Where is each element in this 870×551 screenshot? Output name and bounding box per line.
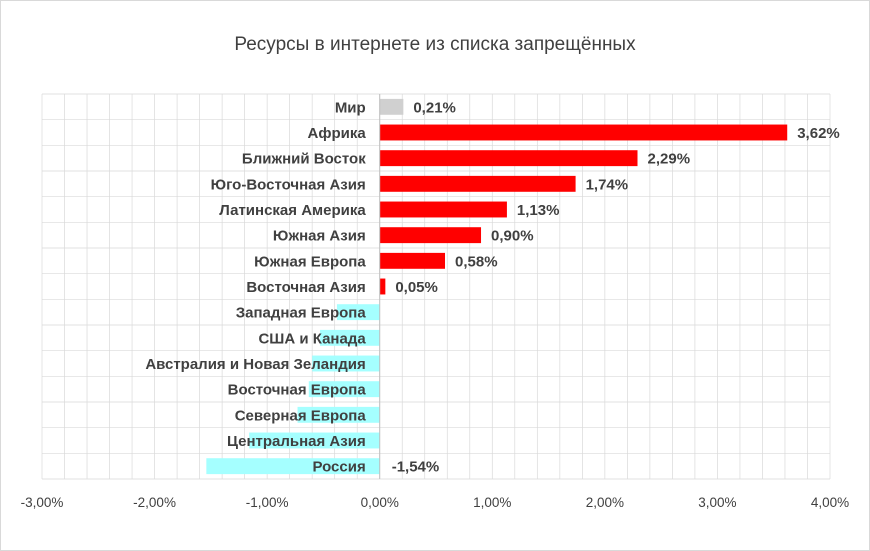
data-label: -1,54% (392, 459, 440, 476)
category-label: Восточная Азия (246, 279, 365, 296)
bar (312, 355, 380, 372)
bar (379, 124, 788, 141)
category-label: США и Канада (258, 330, 366, 347)
x-tick-label: 0,00% (361, 495, 399, 510)
category-label: Западная Европа (236, 305, 367, 322)
data-label: 3,62% (797, 125, 840, 142)
bar (379, 278, 386, 295)
bar (379, 201, 507, 218)
x-tick-label: 2,00% (586, 495, 624, 510)
category-label: Ближний Восток (242, 151, 366, 168)
data-label: 0,21% (413, 99, 456, 116)
x-tick-label: 4,00% (811, 495, 849, 510)
category-label: Юго-Восточная Азия (211, 176, 366, 193)
x-tick-label: 3,00% (698, 495, 736, 510)
bar (379, 98, 404, 115)
category-label: Латинская Америка (219, 202, 366, 219)
chart-title: Ресурсы в интернете из списка запрещённы… (234, 34, 636, 55)
bar (379, 150, 638, 167)
data-label: 1,13% (517, 202, 560, 219)
category-label: Северная Европа (235, 407, 367, 424)
data-label: 0,05% (395, 279, 438, 296)
category-label: Южная Азия (273, 228, 366, 245)
x-tick-label: -3,00% (21, 495, 64, 510)
bar (206, 458, 380, 475)
category-label: Австралия и Новая Зеландия (145, 356, 365, 373)
category-label: Россия (312, 459, 365, 476)
x-tick-label: -1,00% (246, 495, 289, 510)
data-label: 2,29% (648, 151, 691, 168)
category-label: Африка (308, 125, 367, 142)
data-label: 0,90% (491, 228, 534, 245)
bar (379, 252, 446, 269)
bar (249, 432, 380, 449)
category-label: Южная Европа (254, 253, 366, 270)
bar (336, 304, 380, 321)
bar (308, 381, 380, 398)
bar (379, 227, 482, 244)
bar (297, 406, 380, 423)
category-label: Мир (335, 99, 366, 116)
bar (320, 329, 380, 346)
bar (379, 175, 576, 192)
x-tick-label: -2,00% (133, 495, 176, 510)
data-label: 1,74% (586, 176, 629, 193)
category-label: Восточная Европа (228, 382, 367, 399)
x-tick-label: 1,00% (473, 495, 511, 510)
data-label: 0,58% (455, 253, 498, 270)
category-label: Центральная Азия (227, 433, 366, 450)
